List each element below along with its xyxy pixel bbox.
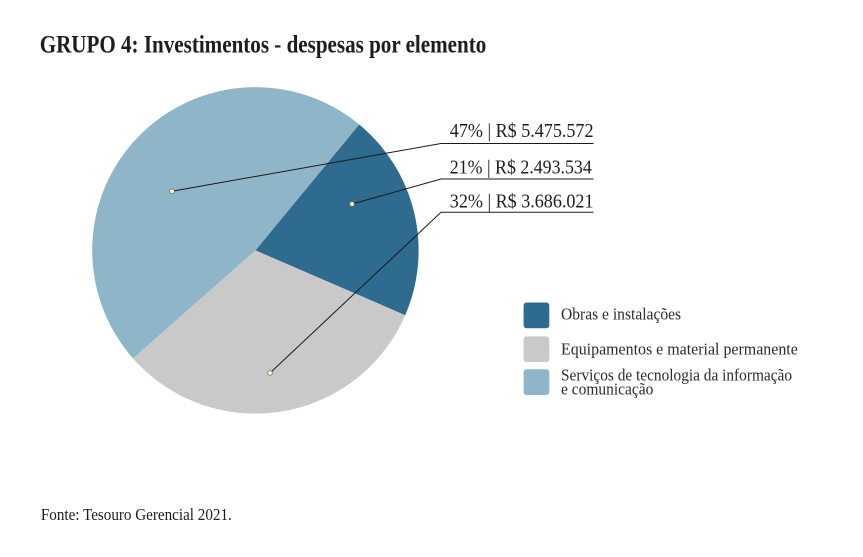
svg-text:Serviços de tecnologia da info: Serviços de tecnologia da informação	[561, 366, 792, 385]
svg-text:21% | R$ 2.493.534: 21% | R$ 2.493.534	[450, 156, 592, 178]
svg-text:Obras e instalações: Obras e instalações	[561, 305, 681, 324]
svg-text:Fonte: Tesouro Gerencial 2021.: Fonte: Tesouro Gerencial 2021.	[41, 505, 232, 524]
svg-text:e comunicação: e comunicação	[561, 379, 653, 398]
svg-text:GRUPO 4: Investimentos - despe: GRUPO 4: Investimentos - despesas por el…	[40, 31, 487, 58]
svg-text:Equipamentos e material perman: Equipamentos e material permanente	[561, 340, 798, 359]
svg-text:47% | R$ 5.475.572: 47% | R$ 5.475.572	[450, 120, 594, 142]
svg-text:32% | R$ 3.686.021: 32% | R$ 3.686.021	[450, 190, 594, 212]
